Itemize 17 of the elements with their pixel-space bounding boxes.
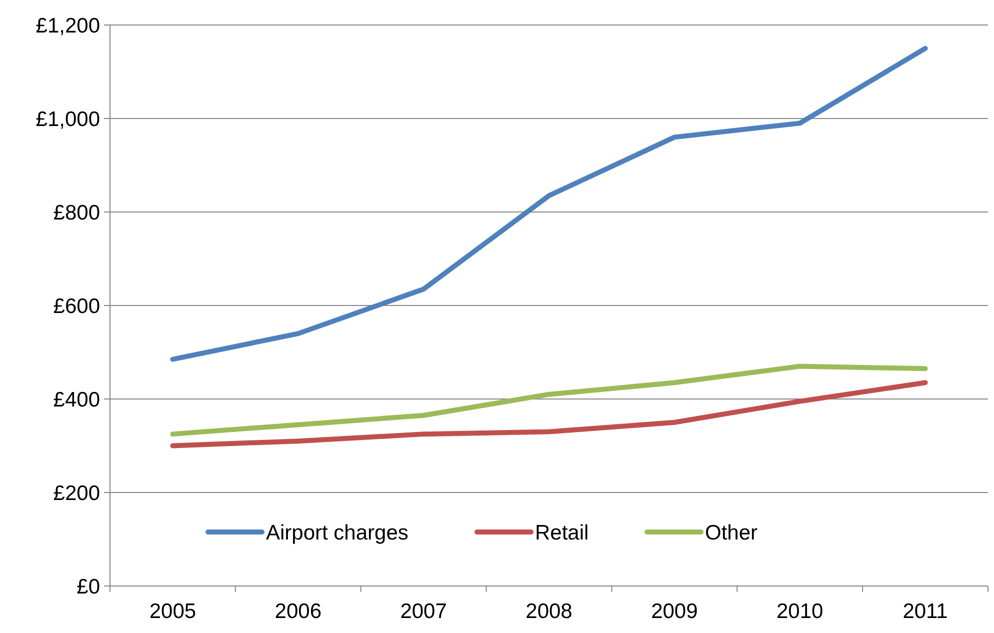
y-tick-label: £600 xyxy=(53,294,100,318)
x-tick-label: 2007 xyxy=(400,600,447,623)
x-tick-label: 2010 xyxy=(776,600,824,623)
x-tick-label: 2009 xyxy=(651,600,698,623)
x-tick-label: 2008 xyxy=(526,600,572,623)
legend-label: Retail xyxy=(535,521,589,544)
x-tick-label: 2011 xyxy=(902,600,948,623)
y-tick-label: £400 xyxy=(53,388,100,412)
y-tick-label: £200 xyxy=(53,482,100,505)
x-tick-label: 2005 xyxy=(149,600,196,623)
y-tick-label: £0 xyxy=(76,575,100,598)
legend-label: Airport charges xyxy=(266,521,408,544)
y-tick-label: £800 xyxy=(53,201,100,224)
legend-label: Other xyxy=(705,521,758,544)
y-tick-label: £1,200 xyxy=(36,14,100,38)
x-tick-label: 2006 xyxy=(274,600,322,623)
y-tick-label: £1,000 xyxy=(36,108,100,131)
